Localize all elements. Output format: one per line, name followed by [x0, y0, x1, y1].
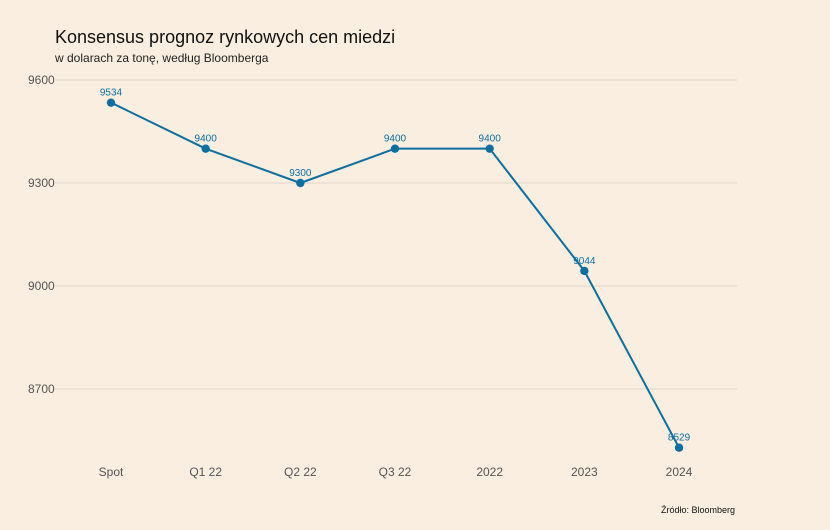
data-point [580, 266, 589, 276]
data-label: 9400 [384, 134, 407, 145]
x-tick-label: 2024 [666, 465, 693, 479]
chart-subtitle: w dolarach za tonę, według Bloomberga [55, 51, 269, 65]
x-tick-label: 2022 [476, 465, 503, 479]
series-line [110, 101, 680, 449]
data-label: 9400 [195, 134, 218, 145]
data-point [485, 144, 494, 153]
y-tick-label: 8700 [28, 382, 55, 396]
y-tick-label: 9600 [28, 73, 55, 87]
gridlines [55, 79, 737, 390]
data-label: 9400 [479, 134, 502, 145]
y-tick-label: 9300 [28, 176, 55, 190]
series-group: 9534 9400 9300 9400 9400 9044 8529 [100, 88, 691, 452]
x-tick-label: 2023 [571, 465, 598, 479]
data-point [201, 144, 210, 153]
data-point [106, 98, 116, 107]
data-label: 8529 [668, 433, 691, 444]
data-label: 9044 [573, 256, 596, 267]
x-tick-label: Spot [99, 465, 124, 479]
data-label: 9534 [100, 88, 123, 99]
chart-title: Konsensus prognoz rynkowych cen miedzi [55, 27, 396, 47]
y-tick-label: 9000 [28, 279, 55, 293]
x-tick-label: Q2 22 [284, 465, 317, 479]
x-tick-label: Q3 22 [379, 465, 412, 479]
data-point [296, 178, 305, 188]
data-point [390, 144, 400, 153]
x-axis-ticks: Spot Q1 22 Q2 22 Q3 22 2022 2023 2024 [99, 465, 693, 479]
y-axis-ticks: 8700 9000 9300 9600 [28, 73, 55, 396]
source-note: Źródło: Bloomberg [660, 505, 735, 515]
x-tick-label: Q1 22 [189, 465, 222, 479]
data-point [674, 443, 684, 452]
data-label: 9300 [289, 168, 312, 179]
